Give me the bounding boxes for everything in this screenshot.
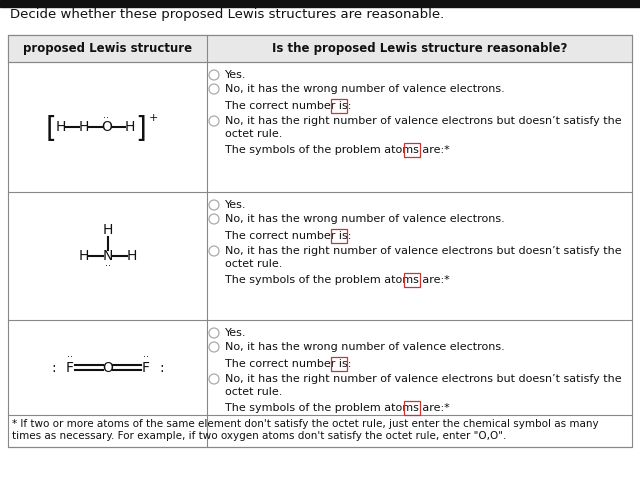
Text: [: [ <box>45 115 56 143</box>
Bar <box>8 35 632 62</box>
Text: H: H <box>126 249 137 263</box>
Bar <box>8 35 632 447</box>
Text: The correct number is:: The correct number is: <box>225 359 351 369</box>
Text: octet rule.: octet rule. <box>225 129 282 139</box>
Text: H: H <box>78 249 89 263</box>
Text: proposed Lewis structure: proposed Lewis structure <box>23 42 192 55</box>
Text: The symbols of the problem atoms are:*: The symbols of the problem atoms are:* <box>225 403 450 413</box>
Text: Decide whether these proposed Lewis structures are reasonable.: Decide whether these proposed Lewis stru… <box>10 8 444 21</box>
Text: times as necessary. For example, if two oxygen atoms don't satisfy the octet rul: times as necessary. For example, if two … <box>12 431 506 441</box>
Bar <box>331 229 347 243</box>
Text: Is the proposed Lewis structure reasonable?: Is the proposed Lewis structure reasonab… <box>272 42 567 55</box>
Text: :: : <box>51 360 56 374</box>
Text: The symbols of the problem atoms are:*: The symbols of the problem atoms are:* <box>225 275 450 285</box>
Bar <box>331 99 347 113</box>
Text: H: H <box>102 223 113 237</box>
Bar <box>404 273 420 287</box>
Text: No, it has the wrong number of valence electrons.: No, it has the wrong number of valence e… <box>225 84 505 94</box>
Text: :: : <box>159 360 164 374</box>
Text: The symbols of the problem atoms are:*: The symbols of the problem atoms are:* <box>225 145 450 155</box>
Text: H: H <box>55 120 66 134</box>
Text: ··: ·· <box>67 352 72 362</box>
Text: octet rule.: octet rule. <box>225 387 282 397</box>
Text: ··: ·· <box>143 352 148 362</box>
Text: O: O <box>101 120 112 134</box>
Text: The correct number is:: The correct number is: <box>225 231 351 241</box>
Text: No, it has the wrong number of valence electrons.: No, it has the wrong number of valence e… <box>225 342 505 352</box>
Text: No, it has the wrong number of valence electrons.: No, it has the wrong number of valence e… <box>225 214 505 224</box>
Text: * If two or more atoms of the same element don't satisfy the octet rule, just en: * If two or more atoms of the same eleme… <box>12 419 598 429</box>
Text: Yes.: Yes. <box>225 70 246 80</box>
Text: Yes.: Yes. <box>225 200 246 210</box>
Text: No, it has the right number of valence electrons but doesn’t satisfy the: No, it has the right number of valence e… <box>225 116 621 126</box>
Bar <box>404 401 420 415</box>
Text: N: N <box>102 249 113 263</box>
Text: ]: ] <box>136 115 147 143</box>
Text: +: + <box>148 113 158 123</box>
Text: F: F <box>141 360 150 374</box>
Text: No, it has the right number of valence electrons but doesn’t satisfy the: No, it has the right number of valence e… <box>225 374 621 384</box>
Bar <box>404 143 420 157</box>
Text: ··: ·· <box>102 113 109 123</box>
Text: Yes.: Yes. <box>225 328 246 338</box>
Text: F: F <box>65 360 74 374</box>
Text: H: H <box>78 120 89 134</box>
Text: The correct number is:: The correct number is: <box>225 101 351 111</box>
Text: O: O <box>102 360 113 374</box>
Text: octet rule.: octet rule. <box>225 259 282 269</box>
Text: H: H <box>124 120 134 134</box>
Bar <box>0 0 640 7</box>
Bar <box>331 357 347 371</box>
Text: ··: ·· <box>104 261 111 271</box>
Text: No, it has the right number of valence electrons but doesn’t satisfy the: No, it has the right number of valence e… <box>225 246 621 256</box>
